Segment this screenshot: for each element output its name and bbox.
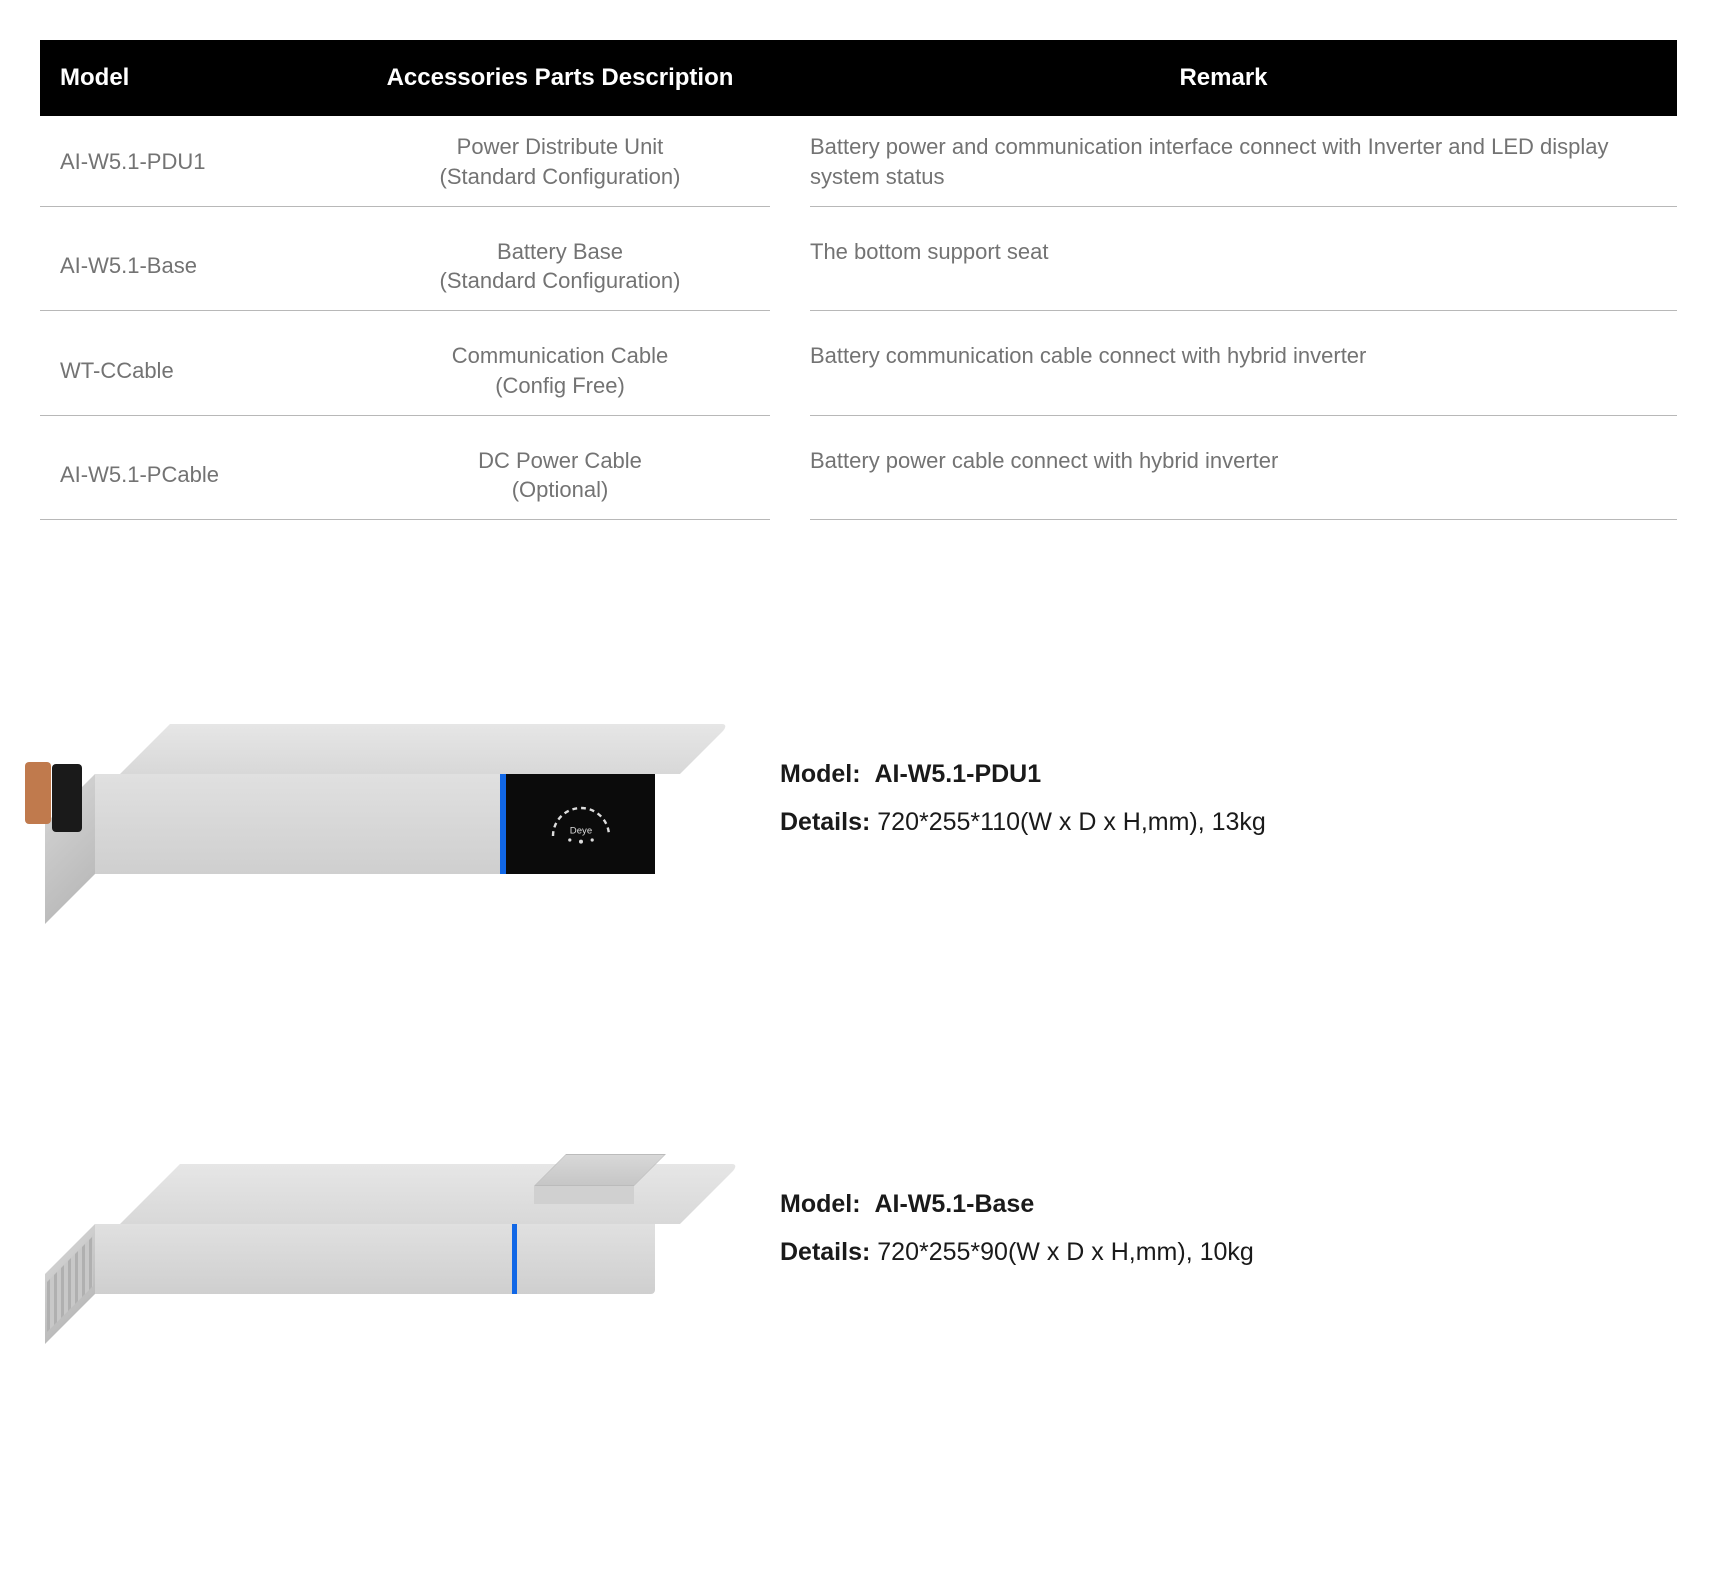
cell-desc: Battery Base (Standard Configuration) [350, 237, 770, 311]
cell-model: AI-W5.1-PCable [40, 446, 350, 520]
cell-remark: Battery power and communication interfac… [810, 132, 1677, 206]
desc-line2: (Optional) [350, 475, 770, 505]
table-row: AI-W5.1-PDU1 Power Distribute Unit (Stan… [40, 116, 1677, 220]
cell-desc: Communication Cable (Config Free) [350, 341, 770, 415]
cell-remark: Battery communication cable connect with… [810, 341, 1677, 415]
desc-line1: Communication Cable [350, 341, 770, 371]
table-row: AI-W5.1-PCable DC Power Cable (Optional)… [40, 430, 1677, 534]
desc-line1: Battery Base [350, 237, 770, 267]
device-render-base [80, 1164, 700, 1294]
product-image-base [40, 1114, 740, 1344]
cell-desc: Power Distribute Unit (Standard Configur… [350, 132, 770, 206]
accessories-table: Model Accessories Parts Description Rema… [40, 40, 1677, 534]
product-info-pdu: Model: AI-W5.1-PDU1 Details: 720*255*110… [740, 751, 1266, 846]
col-header-desc: Accessories Parts Description [350, 62, 770, 94]
model-value-text: AI-W5.1-PDU1 [874, 760, 1041, 788]
desc-line2: (Config Free) [350, 371, 770, 401]
accent-strip-icon [512, 1224, 517, 1294]
model-value-text: AI-W5.1-Base [874, 1190, 1034, 1218]
model-label: Model: [780, 760, 861, 788]
cell-desc: DC Power Cable (Optional) [350, 446, 770, 520]
model-value [868, 1190, 875, 1218]
desc-line1: Power Distribute Unit [350, 132, 770, 162]
table-row: WT-CCable Communication Cable (Config Fr… [40, 325, 1677, 429]
product-block-base: Model: AI-W5.1-Base Details: 720*255*90(… [40, 1114, 1677, 1344]
products-section: Deye Model: AI-W5.1-PDU1 Details: 720*25… [40, 684, 1677, 1344]
desc-line2: (Standard Configuration) [350, 162, 770, 192]
device-render-pdu: Deye [80, 724, 700, 874]
product-image-pdu: Deye [40, 684, 740, 914]
desc-line2: (Standard Configuration) [350, 266, 770, 296]
table-row: AI-W5.1-Base Battery Base (Standard Conf… [40, 221, 1677, 325]
table-header-row: Model Accessories Parts Description Rema… [40, 40, 1677, 116]
product-info-base: Model: AI-W5.1-Base Details: 720*255*90(… [740, 1181, 1254, 1276]
cell-remark: The bottom support seat [810, 237, 1677, 311]
col-header-model: Model [40, 62, 350, 94]
display-panel: Deye [506, 774, 655, 874]
model-label: Model: [780, 1190, 861, 1218]
details-label: Details: [780, 1238, 870, 1266]
details-label: Details: [780, 808, 870, 836]
cell-remark: Battery power cable connect with hybrid … [810, 446, 1677, 520]
details-value: 720*255*110(W x D x H,mm), 13kg [877, 808, 1266, 836]
cell-model: AI-W5.1-PDU1 [40, 132, 350, 206]
brand-label: Deye [569, 825, 591, 836]
connector-black-icon [52, 764, 82, 832]
desc-line1: DC Power Cable [350, 446, 770, 476]
details-value: 720*255*90(W x D x H,mm), 10kg [877, 1238, 1254, 1266]
col-header-remark: Remark [770, 62, 1677, 94]
cell-model: WT-CCable [40, 341, 350, 415]
gauge-icon: Deye [541, 799, 621, 849]
product-block-pdu: Deye Model: AI-W5.1-PDU1 Details: 720*25… [40, 684, 1677, 914]
connector-orange-icon [25, 762, 51, 824]
cell-model: AI-W5.1-Base [40, 237, 350, 311]
